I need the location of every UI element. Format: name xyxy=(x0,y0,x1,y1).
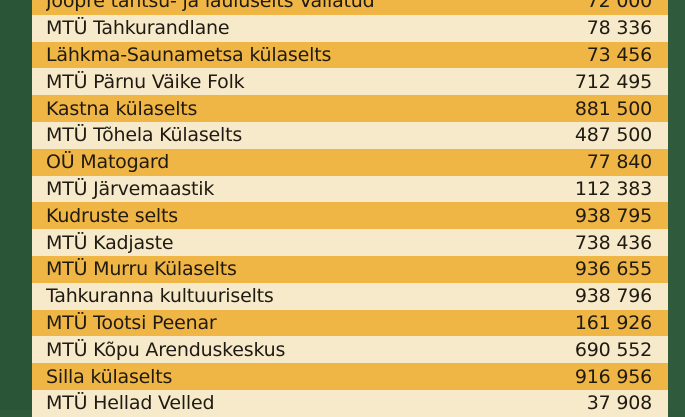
row-amount: 881 500 xyxy=(574,97,652,120)
table-row: MTÜ Murru Külaselts 936 655 xyxy=(32,255,668,283)
row-amount: 690 552 xyxy=(574,338,652,361)
row-name: Kudruste selts xyxy=(46,204,178,227)
table-row: MTÜ Hellad Velled 37 908 xyxy=(32,389,668,417)
row-amount: 916 956 xyxy=(574,365,652,388)
row-name: MTÜ Tootsi Peenar xyxy=(46,311,217,334)
row-amount: 37 908 xyxy=(586,392,652,415)
row-amount: 938 796 xyxy=(574,285,652,308)
row-amount: 938 795 xyxy=(574,204,652,227)
row-amount: 161 926 xyxy=(574,311,652,334)
left-border xyxy=(0,0,32,410)
table-row: Kudruste selts 938 795 xyxy=(32,202,668,230)
row-name: OÜ Matogard xyxy=(46,151,170,174)
row-amount: 712 495 xyxy=(574,70,652,93)
row-amount: 72 000 xyxy=(586,0,652,13)
row-name: MTÜ Järvemaastik xyxy=(46,177,215,200)
row-name: MTÜ Murru Külaselts xyxy=(46,258,237,281)
row-amount: 112 383 xyxy=(574,177,652,200)
row-name: MTÜ Kadjaste xyxy=(46,231,174,254)
table-row: Kastna külaselts 881 500 xyxy=(32,95,668,122)
row-name: Silla külaselts xyxy=(46,365,173,388)
row-name: MTÜ Hellad Velled xyxy=(46,392,215,415)
table-row: Joopre tantsu- ja lauluselts Vallatud 72… xyxy=(32,0,668,15)
table-row: Silla külaselts 916 956 xyxy=(32,363,668,390)
row-name: Joopre tantsu- ja lauluselts Vallatud xyxy=(46,0,375,13)
row-name: MTÜ Kõpu Arenduskeskus xyxy=(46,338,286,361)
row-name: Lähkma-Saunametsa külaselts xyxy=(46,43,332,66)
row-amount: 738 436 xyxy=(574,231,652,254)
row-amount: 936 655 xyxy=(574,258,652,281)
table-row: MTÜ Tahkurandlane 78 336 xyxy=(32,14,668,42)
row-amount: 487 500 xyxy=(574,124,652,147)
table-row: Tahkuranna kultuuriselts 938 796 xyxy=(32,282,668,310)
row-amount: 73 456 xyxy=(586,43,652,66)
right-border xyxy=(668,0,685,410)
grant-table: Joopre tantsu- ja lauluselts Vallatud 72… xyxy=(32,0,668,417)
table-row: OÜ Matogard 77 840 xyxy=(32,148,668,176)
row-name: Kastna külaselts xyxy=(46,97,198,120)
row-name: MTÜ Tõhela Külaselts xyxy=(46,124,243,147)
row-amount: 77 840 xyxy=(586,151,652,174)
table-row: MTÜ Tõhela Külaselts 487 500 xyxy=(32,121,668,149)
table-row: MTÜ Järvemaastik 112 383 xyxy=(32,175,668,203)
table-row: Lähkma-Saunametsa külaselts 73 456 xyxy=(32,41,668,69)
table-row: MTÜ Kõpu Arenduskeskus 690 552 xyxy=(32,336,668,364)
table-row: MTÜ Pärnu Väike Folk 712 495 xyxy=(32,68,668,96)
row-name: MTÜ Pärnu Väike Folk xyxy=(46,70,245,93)
row-amount: 78 336 xyxy=(586,17,652,40)
table-row: MTÜ Tootsi Peenar 161 926 xyxy=(32,309,668,337)
row-name: MTÜ Tahkurandlane xyxy=(46,17,230,40)
table-row: MTÜ Kadjaste 738 436 xyxy=(32,229,668,256)
row-name: Tahkuranna kultuuriselts xyxy=(46,285,274,308)
